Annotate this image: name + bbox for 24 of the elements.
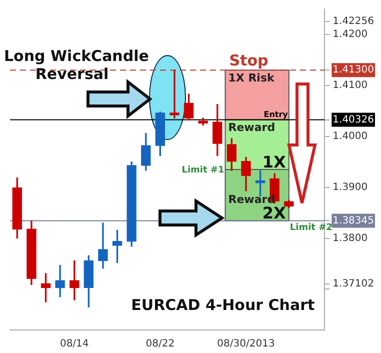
y-tick-label: 1.4200 xyxy=(332,29,368,40)
y-tick-label: 1.38345 xyxy=(332,215,374,226)
ref-line-label: Entry xyxy=(264,110,289,119)
ref-line-label: Limit #2 xyxy=(290,223,332,234)
y-tick-label: 1.4000 xyxy=(332,130,368,142)
y-tick-label: 1.41300 xyxy=(332,64,374,76)
band-label: 1X Risk xyxy=(228,72,275,84)
x-tick-label: 08/30/2013 xyxy=(217,338,275,350)
annotation: 2X xyxy=(262,204,287,223)
y-tick-label: 1.3900 xyxy=(332,182,368,193)
candlestick xyxy=(170,70,180,118)
y-tick-label: 1.4100 xyxy=(332,80,368,92)
ref-line-label: Stop xyxy=(229,52,269,70)
x-tick-label: 08/14 xyxy=(60,338,89,350)
y-tick-label: 1.42256 xyxy=(332,16,374,28)
x-tick-label: 08/22 xyxy=(146,338,175,350)
annotation: EURCAD 4-Hour Chart xyxy=(131,296,315,314)
annotation: 1X xyxy=(262,152,287,172)
y-tick-label: 1.3800 xyxy=(332,232,368,244)
y-tick-label: 1.37102 xyxy=(332,278,374,290)
y-tick-label: 1.40326 xyxy=(332,114,374,126)
annotation: Long WickCandle Reversal xyxy=(4,47,149,83)
band-label: Reward xyxy=(228,121,276,134)
annotation: Limit #1 xyxy=(182,166,224,176)
